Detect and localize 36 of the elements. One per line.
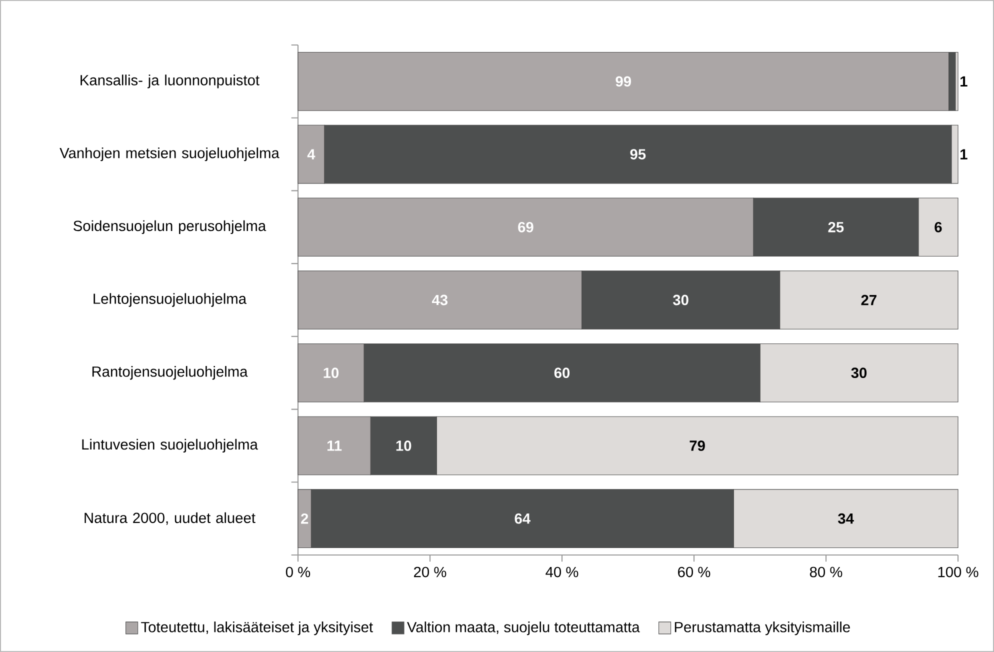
data-label: 10 bbox=[324, 368, 339, 378]
y-tick-label: Lehtojensuojeluohjelma bbox=[94, 293, 247, 307]
y-tick-label: Soidensuojelun perusohjelma bbox=[74, 220, 266, 234]
data-label: 79 bbox=[690, 440, 705, 451]
legend-label: Perustamatta yksityismaille bbox=[674, 622, 850, 636]
y-tick-label: Lintuvesien suojeluohjelma bbox=[82, 438, 258, 453]
data-label: 69 bbox=[518, 222, 534, 232]
x-tick-label: 100 % bbox=[938, 566, 978, 578]
data-label: 2 bbox=[301, 513, 308, 524]
x-tick-label: 60 % bbox=[678, 566, 710, 578]
data-label: 34 bbox=[838, 513, 854, 524]
data-label: 4 bbox=[307, 149, 316, 160]
legend-label: Toteutettu, lakisääteiset ja yksityiset bbox=[141, 622, 373, 636]
data-label: 1 bbox=[960, 149, 968, 160]
data-label: 30 bbox=[672, 294, 688, 306]
x-tick-label: 40 % bbox=[546, 566, 578, 578]
data-label: 25 bbox=[828, 222, 844, 232]
y-tick-label: Natura 2000, uudet alueet bbox=[84, 512, 256, 525]
y-tick-label: Kansallis- ja luonnonpuistot bbox=[80, 74, 260, 88]
data-label: 30 bbox=[851, 368, 867, 378]
data-label: 64 bbox=[514, 513, 530, 524]
data-label: 43 bbox=[432, 294, 448, 306]
y-tick-label: Rantojensuojeluohjelma bbox=[92, 366, 248, 380]
data-label: 95 bbox=[630, 149, 646, 160]
data-label: 11 bbox=[327, 440, 342, 451]
data-label: 60 bbox=[554, 368, 570, 378]
data-label: 27 bbox=[861, 294, 876, 306]
x-tick-label: 80 % bbox=[810, 566, 842, 578]
x-tick-label: 20 % bbox=[414, 566, 446, 578]
y-tick-label: Vanhojen metsien suojeluohjelma bbox=[60, 147, 280, 162]
data-label: 99 bbox=[616, 76, 631, 87]
x-tick-label: 0 % bbox=[286, 566, 310, 578]
legend-label: Valtion maata, suojelu toteuttamatta bbox=[407, 622, 640, 636]
data-label: 1 bbox=[960, 76, 968, 86]
data-label: 10 bbox=[396, 440, 412, 451]
data-label: 6 bbox=[934, 222, 942, 232]
